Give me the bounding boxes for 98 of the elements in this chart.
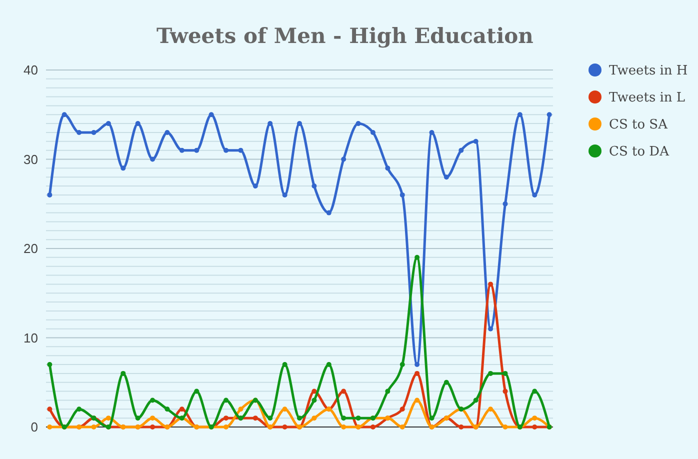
point [502,201,508,206]
point [282,362,288,368]
point [532,388,538,394]
point [135,416,140,421]
point [385,388,390,394]
point [150,416,156,421]
point [312,388,317,394]
point [341,416,346,421]
point [502,388,508,394]
point [135,121,140,126]
point [414,370,420,376]
point [341,424,346,430]
point [224,424,229,430]
point [47,406,52,412]
point [341,156,346,162]
point [194,388,200,394]
point [47,192,52,198]
point [429,416,434,421]
point [458,148,464,153]
point [120,370,126,376]
y-tick-label: 0 [30,420,38,435]
point [400,362,405,368]
point [282,406,288,412]
point [224,398,229,403]
point [62,112,67,118]
point [473,138,478,144]
point [106,121,111,126]
point [370,130,376,135]
point [488,406,494,412]
y-tick-label: 20 [24,241,38,256]
point [488,326,494,332]
point [429,130,434,135]
point [194,148,200,153]
point [341,388,346,394]
point [458,424,464,430]
point [91,424,96,430]
point [370,424,376,430]
y-tick-label: 40 [24,62,38,78]
point [252,416,258,421]
point [414,398,420,403]
point [47,424,52,430]
legend-label: CS to SA [609,118,668,133]
y-tick-label: 30 [24,152,38,167]
point [488,282,494,287]
point [444,380,449,385]
chart-title: Tweets of Men - High Education [156,23,534,48]
point [312,398,317,403]
point [238,406,244,412]
point [312,184,317,189]
point [91,130,96,135]
point [356,416,361,421]
point [268,121,273,126]
point [400,424,405,430]
point [326,362,332,368]
point [444,174,449,180]
point [532,416,538,421]
point [238,148,244,153]
legend-label: Tweets in L [609,90,686,106]
point [179,148,184,153]
point [224,416,229,421]
point [326,210,332,216]
point [532,424,538,430]
point [385,166,390,171]
point [312,416,317,421]
point [546,112,552,118]
point [76,130,82,135]
point [297,121,302,126]
point [502,424,508,430]
point [517,112,522,118]
point [400,192,405,198]
point [164,406,170,412]
legend-label: CS to DA [609,144,670,160]
point [473,398,478,403]
point [414,254,420,260]
point [268,416,273,421]
point [252,184,258,189]
point [179,406,184,412]
point [120,166,126,171]
point [356,121,361,126]
point [47,362,52,368]
point [208,112,214,118]
point [282,192,288,198]
point [150,398,156,403]
point [150,424,156,430]
point [150,156,156,162]
point [502,370,508,376]
point [224,148,229,153]
point [400,406,405,412]
point [164,130,170,135]
legend-label: Tweets in H [609,64,688,79]
point [532,192,538,198]
point [414,362,420,368]
y-tick-label: 10 [24,330,38,346]
point [297,416,302,421]
point [488,370,494,376]
point [282,424,288,430]
point [76,406,82,412]
point [106,416,111,421]
